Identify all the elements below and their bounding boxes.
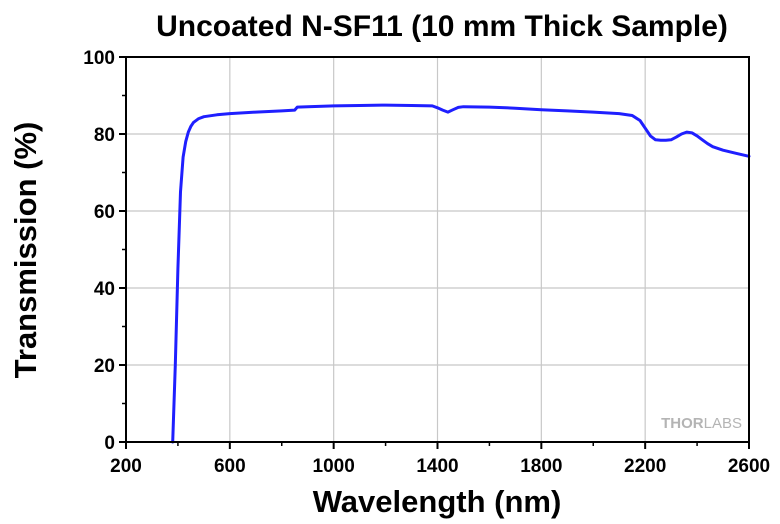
x-tick-label: 600 bbox=[214, 456, 246, 477]
watermark-brand-a: THOR bbox=[661, 415, 704, 432]
x-tick-label: 1800 bbox=[520, 456, 562, 477]
y-tick-labels: 0 20 40 60 80 100 bbox=[83, 48, 115, 454]
chart-title: Uncoated N-SF11 (10 mm Thick Sample) bbox=[156, 10, 728, 43]
series-line bbox=[171, 103, 751, 444]
x-tick-label: 1000 bbox=[313, 456, 355, 477]
x-tick-label: 1400 bbox=[416, 456, 458, 477]
x-axis-label: Wavelength (nm) bbox=[313, 484, 562, 519]
y-tick-label: 100 bbox=[83, 48, 115, 69]
x-tick-labels: 200 600 1000 1400 1800 2200 2600 bbox=[110, 456, 770, 477]
y-tick-label: 40 bbox=[94, 279, 115, 300]
svg-text:THORLABS: THORLABS bbox=[661, 415, 742, 432]
x-tick-label: 2200 bbox=[624, 456, 666, 477]
thorlabs-watermark: THORLABS bbox=[661, 415, 742, 432]
y-tick-label: 0 bbox=[104, 433, 115, 454]
x-tick-label: 2600 bbox=[728, 456, 770, 477]
watermark-brand-b: LABS bbox=[704, 415, 742, 432]
y-tick-label: 60 bbox=[94, 202, 115, 223]
x-tick-label: 200 bbox=[110, 456, 142, 477]
y-axis-label: Transmission (%) bbox=[8, 122, 43, 379]
y-tick-label: 80 bbox=[94, 125, 115, 146]
axis-ticks bbox=[119, 56, 750, 449]
y-tick-label: 20 bbox=[94, 356, 115, 377]
